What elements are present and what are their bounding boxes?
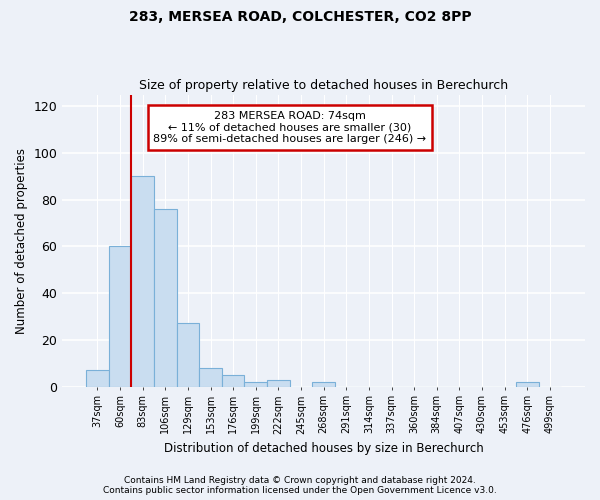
Text: Contains HM Land Registry data © Crown copyright and database right 2024.
Contai: Contains HM Land Registry data © Crown c… bbox=[103, 476, 497, 495]
Bar bbox=[267, 380, 290, 386]
Bar bbox=[222, 375, 244, 386]
Bar bbox=[199, 368, 222, 386]
Bar bbox=[109, 246, 131, 386]
Bar bbox=[86, 370, 109, 386]
Text: 283 MERSEA ROAD: 74sqm
← 11% of detached houses are smaller (30)
89% of semi-det: 283 MERSEA ROAD: 74sqm ← 11% of detached… bbox=[153, 111, 426, 144]
Bar bbox=[516, 382, 539, 386]
Text: 283, MERSEA ROAD, COLCHESTER, CO2 8PP: 283, MERSEA ROAD, COLCHESTER, CO2 8PP bbox=[128, 10, 472, 24]
Bar bbox=[176, 324, 199, 386]
Y-axis label: Number of detached properties: Number of detached properties bbox=[15, 148, 28, 334]
Bar bbox=[131, 176, 154, 386]
Bar bbox=[313, 382, 335, 386]
Bar bbox=[154, 209, 176, 386]
X-axis label: Distribution of detached houses by size in Berechurch: Distribution of detached houses by size … bbox=[164, 442, 484, 455]
Bar bbox=[244, 382, 267, 386]
Title: Size of property relative to detached houses in Berechurch: Size of property relative to detached ho… bbox=[139, 79, 508, 92]
